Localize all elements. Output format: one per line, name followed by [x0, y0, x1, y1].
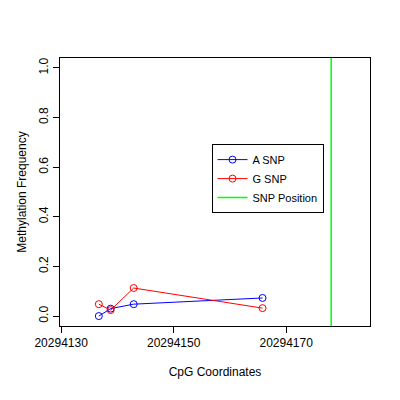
svg-text:1.0: 1.0 [37, 57, 51, 74]
svg-text:0.4: 0.4 [37, 206, 51, 223]
svg-text:0.6: 0.6 [37, 157, 51, 174]
svg-text:A SNP: A SNP [253, 154, 285, 166]
svg-text:20294130: 20294130 [34, 336, 88, 350]
svg-text:G SNP: G SNP [253, 173, 287, 185]
svg-text:20294150: 20294150 [147, 336, 201, 350]
svg-text:SNP Position: SNP Position [253, 192, 318, 204]
svg-text:CpG Coordinates: CpG Coordinates [169, 365, 262, 379]
svg-text:20294170: 20294170 [259, 336, 313, 350]
svg-text:0.2: 0.2 [37, 256, 51, 273]
svg-text:0.8: 0.8 [37, 107, 51, 124]
svg-text:0.0: 0.0 [37, 306, 51, 323]
svg-text:Methylation Frequency: Methylation Frequency [15, 131, 29, 252]
